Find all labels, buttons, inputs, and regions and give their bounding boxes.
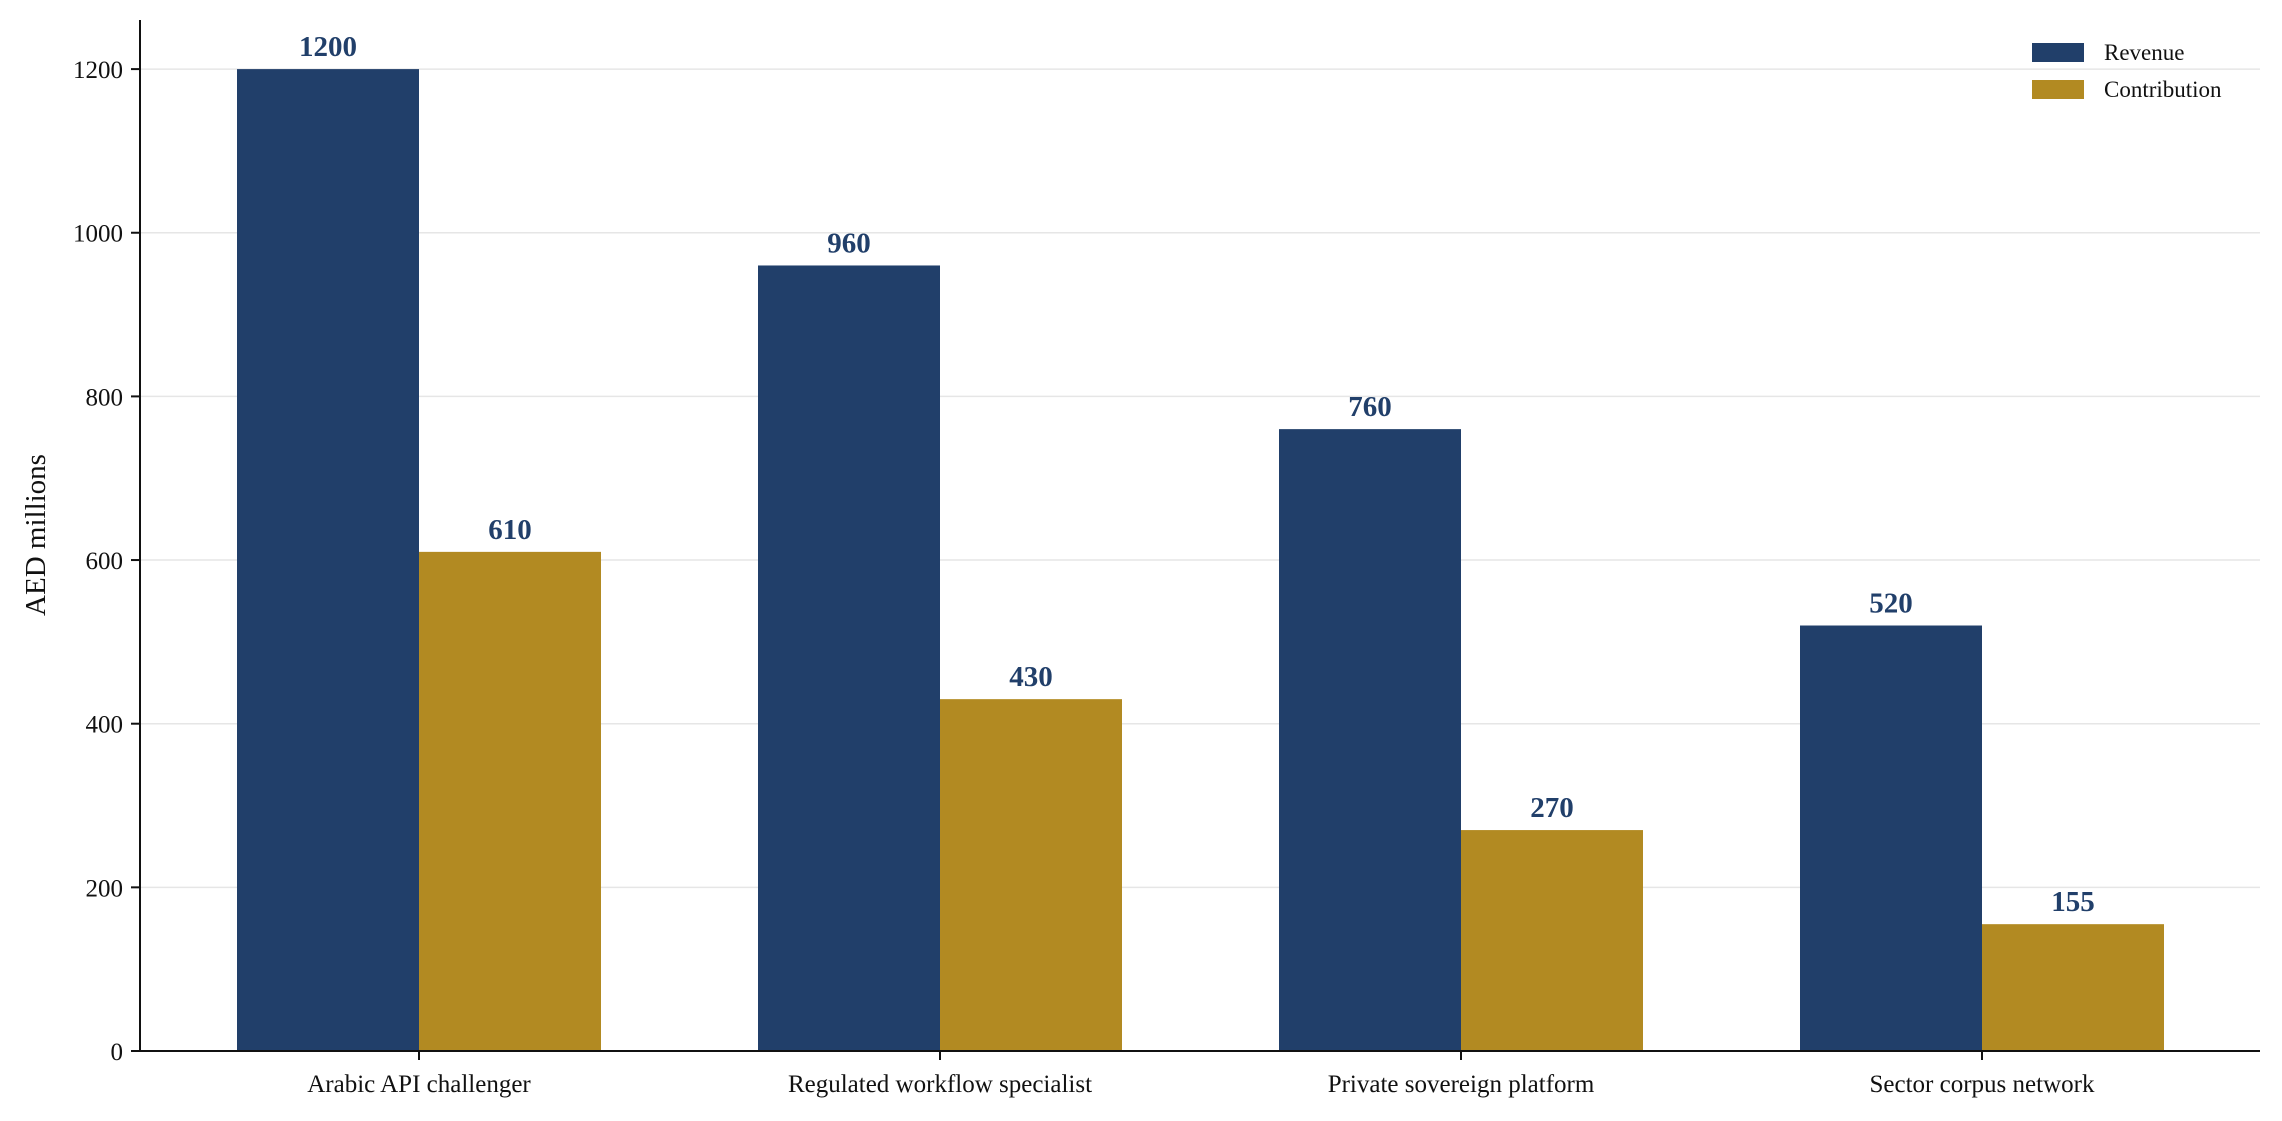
- legend: Revenue Contribution: [2032, 40, 2222, 102]
- bar: [1279, 429, 1461, 1052]
- legend-label: Revenue: [2104, 40, 2184, 65]
- x-axis-ticks: Arabic API challenger Regulated workflow …: [307, 1051, 2095, 1098]
- bar-value-label: 155: [2051, 886, 2095, 918]
- bar: [1800, 625, 1982, 1051]
- bars: [237, 69, 2164, 1052]
- y-axis-ticks: 0 200 400 600 800 1000 1200: [73, 57, 140, 1066]
- bar: [1461, 830, 1643, 1051]
- bar-value-label: 430: [1009, 661, 1053, 693]
- x-tick-label: Regulated workflow specialist: [788, 1071, 1092, 1098]
- y-tick-label: 1200: [73, 57, 123, 84]
- y-tick-label: 0: [111, 1039, 124, 1066]
- y-tick-label: 600: [86, 548, 124, 575]
- bar-value-label: 1200: [299, 31, 357, 63]
- bar: [1982, 924, 2164, 1051]
- x-tick-label: Private sovereign platform: [1328, 1071, 1595, 1098]
- legend-swatch: [2032, 80, 2084, 99]
- data-labels: 1200 610 960 430 760 270 520 155: [299, 31, 2095, 918]
- legend-swatch: [2032, 43, 2084, 62]
- y-tick-label: 400: [86, 712, 124, 739]
- x-tick-label: Arabic API challenger: [307, 1071, 531, 1098]
- y-tick-label: 800: [86, 384, 124, 411]
- bar: [758, 265, 940, 1051]
- y-tick-label: 1000: [73, 221, 123, 248]
- bar-value-label: 610: [488, 514, 532, 546]
- x-tick-label: Sector corpus network: [1870, 1071, 2095, 1098]
- y-tick-label: 200: [86, 875, 124, 902]
- bar-value-label: 960: [827, 227, 871, 259]
- bar-value-label: 520: [1869, 588, 1913, 620]
- bar: [419, 551, 601, 1051]
- bar: [237, 69, 419, 1052]
- axes: [139, 20, 2260, 1052]
- y-axis-title: AED millions: [20, 454, 52, 616]
- bar-value-label: 760: [1348, 391, 1392, 423]
- legend-label: Contribution: [2104, 77, 2222, 102]
- bar-value-label: 270: [1530, 792, 1574, 824]
- bar: [940, 699, 1122, 1051]
